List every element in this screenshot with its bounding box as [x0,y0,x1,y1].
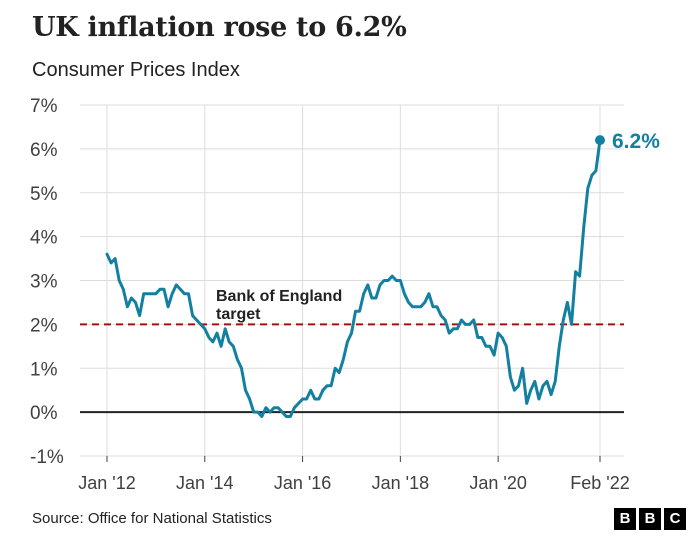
footer-divider [30,500,680,501]
x-tick-label: Jan '14 [176,473,233,493]
x-tick-label: Jan '16 [274,473,331,493]
x-tick-label: Jan '12 [78,473,135,493]
bbc-logo-letter-3: C [664,508,686,530]
y-tick-label: 5% [30,184,58,205]
cpi-series-line [105,138,602,418]
axis-layer: -1% 0% 1% 2% 3% 4% 5% 6% 7% Jan '12 Jan '14 Jan '16… [30,96,630,493]
y-tick-label: 2% [30,315,58,336]
x-tick-label: Jan '18 [372,473,429,493]
inflation-line-chart: -1% 0% 1% 2% 3% 4% 5% 6% 7% Jan '12 Jan '14 Jan '16… [30,96,660,493]
chart-subtitle: Consumer Prices Index [32,59,240,81]
y-tick-label: 1% [30,359,58,380]
latest-value-point [595,135,605,146]
y-tick-label: 0% [30,403,58,424]
x-tick-label: Feb '22 [570,473,629,493]
x-tick-label: Jan '20 [469,473,526,493]
target-label-line-1: Bank of England [216,288,342,305]
bbc-logo-letter-1: B [614,508,636,530]
y-tick-label: 3% [30,272,58,293]
chart-title: UK inflation rose to 6.2% [32,12,407,43]
y-tick-label: 6% [30,140,58,161]
y-tick-label: 7% [30,96,58,117]
latest-value-label: 6.2% [612,130,660,153]
label-layer: 6.2% [612,130,660,153]
y-tick-label: -1% [30,447,64,468]
bbc-logo: B B C [614,508,686,530]
bbc-logo-letter-2: B [639,508,661,530]
series-layer [105,135,605,418]
y-tick-label: 4% [30,228,58,249]
grid-layer [80,104,624,457]
source-note: Source: Office for National Statistics [32,510,272,527]
target-label-line-2: target [216,306,261,323]
